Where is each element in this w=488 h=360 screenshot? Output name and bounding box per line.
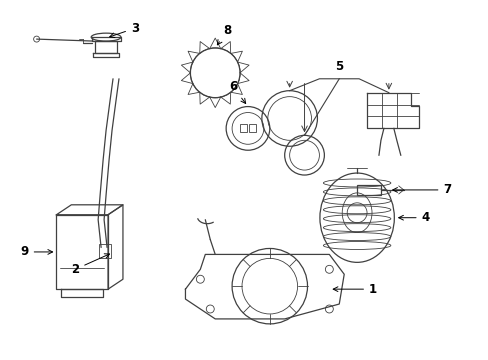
Polygon shape xyxy=(56,205,122,215)
Polygon shape xyxy=(93,53,119,57)
Polygon shape xyxy=(61,289,103,297)
Polygon shape xyxy=(56,215,108,289)
Text: 2: 2 xyxy=(71,254,109,276)
Text: 4: 4 xyxy=(398,211,429,224)
Polygon shape xyxy=(366,93,418,129)
Bar xyxy=(99,244,111,258)
Bar xyxy=(356,185,380,195)
Polygon shape xyxy=(181,62,192,73)
Polygon shape xyxy=(209,38,220,49)
Polygon shape xyxy=(188,84,200,94)
Polygon shape xyxy=(237,73,248,84)
Polygon shape xyxy=(92,37,121,41)
Polygon shape xyxy=(230,51,242,62)
Polygon shape xyxy=(200,92,209,104)
Polygon shape xyxy=(230,84,242,94)
Text: 1: 1 xyxy=(332,283,376,296)
Text: 3: 3 xyxy=(109,22,139,37)
Text: 5: 5 xyxy=(334,60,343,73)
Polygon shape xyxy=(188,51,200,62)
Bar xyxy=(240,125,246,132)
Text: 7: 7 xyxy=(392,184,450,197)
Polygon shape xyxy=(220,92,230,104)
Text: 6: 6 xyxy=(228,80,245,103)
Bar xyxy=(248,125,255,132)
Polygon shape xyxy=(200,41,209,53)
Polygon shape xyxy=(181,73,192,84)
Polygon shape xyxy=(95,41,117,53)
Text: 8: 8 xyxy=(217,24,231,45)
Polygon shape xyxy=(237,62,248,73)
Text: 9: 9 xyxy=(20,246,53,258)
Polygon shape xyxy=(209,97,220,108)
Polygon shape xyxy=(220,41,230,53)
Polygon shape xyxy=(185,255,344,319)
Polygon shape xyxy=(108,205,122,289)
